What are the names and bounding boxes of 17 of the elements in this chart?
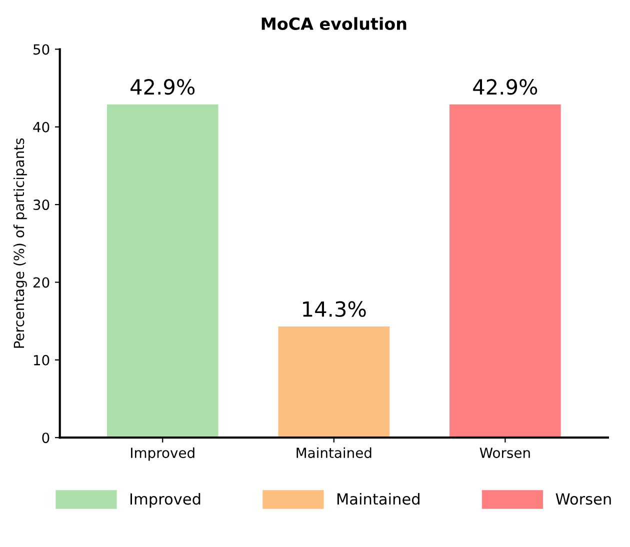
legend-label: Maintained bbox=[337, 492, 420, 505]
y-tick-label: 40 bbox=[33, 122, 50, 132]
y-tick-label: 30 bbox=[34, 200, 50, 210]
x-tick-label: Maintained bbox=[296, 447, 372, 458]
y-tick-label: 0 bbox=[42, 432, 50, 444]
y-axis-title: Percentage (%) of participants bbox=[13, 138, 27, 348]
x-tick-label: Improved bbox=[131, 447, 194, 461]
data-label: 42.9% bbox=[130, 79, 195, 95]
x-tick-label: Worsen bbox=[480, 448, 530, 458]
data-label: 14.3% bbox=[303, 301, 366, 317]
data-label: 42.9% bbox=[473, 79, 538, 95]
legend-label: Worsen bbox=[556, 493, 611, 505]
chart-title: MoCA evolution bbox=[262, 17, 406, 30]
y-tick-label: 50 bbox=[34, 44, 50, 55]
y-tick-label: 10 bbox=[34, 354, 50, 366]
y-tick-label: 20 bbox=[33, 277, 50, 288]
legend-label: Improved bbox=[130, 492, 200, 508]
